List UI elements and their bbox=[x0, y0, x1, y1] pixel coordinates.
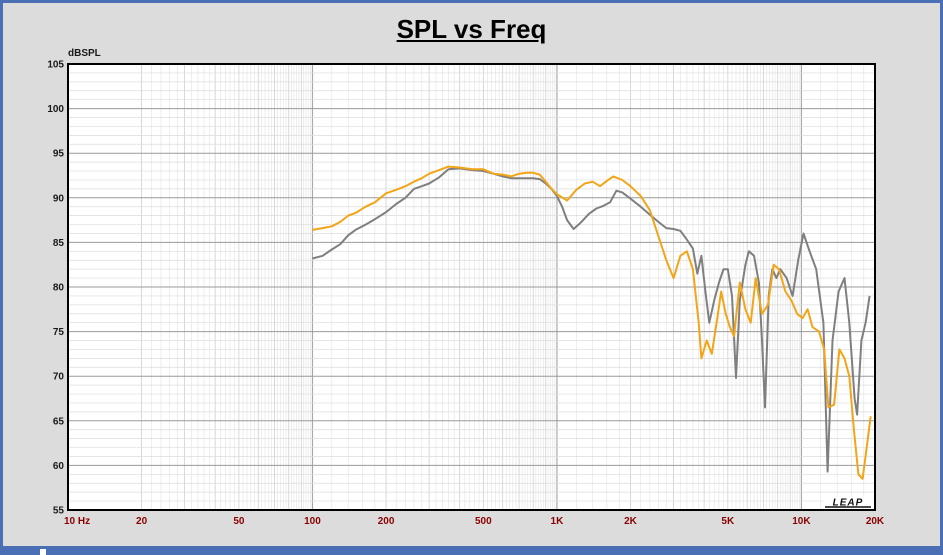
y-tick-label: 95 bbox=[53, 149, 65, 160]
y-tick-label: 75 bbox=[53, 327, 65, 338]
y-tick-label: 85 bbox=[53, 238, 65, 249]
y-tick-label: 100 bbox=[47, 104, 64, 115]
y-tick-label: 60 bbox=[53, 461, 65, 472]
x-tick-label: 50 bbox=[233, 516, 245, 527]
x-tick-label: 200 bbox=[378, 516, 395, 527]
y-tick-label: 90 bbox=[53, 193, 65, 204]
chart-title: SPL vs Freq bbox=[396, 14, 547, 44]
series-line-2 bbox=[312, 165, 872, 480]
leap-logo-bg bbox=[823, 497, 873, 508]
leap-logo: LEAP bbox=[833, 498, 864, 509]
frame-bottom-border bbox=[0, 549, 943, 555]
y-tick-label: 105 bbox=[47, 60, 64, 71]
x-tick-label: 100 bbox=[304, 516, 321, 527]
x-tick-label: 10 Hz bbox=[64, 516, 90, 527]
y-tick-label: 65 bbox=[53, 416, 65, 427]
x-tick-label: 2K bbox=[624, 516, 638, 527]
x-tick-label: 20K bbox=[866, 516, 885, 527]
plot-border bbox=[67, 63, 876, 511]
y-axis-label: dBSPL bbox=[68, 48, 101, 59]
y-tick-label: 70 bbox=[53, 372, 65, 383]
x-tick-label: 1K bbox=[551, 516, 565, 527]
x-tick-label: 20 bbox=[136, 516, 148, 527]
y-tick-label: 80 bbox=[53, 283, 65, 294]
series-line-1 bbox=[312, 167, 871, 473]
y-tick-label: 55 bbox=[53, 506, 65, 517]
frame-corner-notch bbox=[40, 549, 46, 555]
x-tick-label: 5K bbox=[721, 516, 735, 527]
x-tick-label: 500 bbox=[475, 516, 492, 527]
x-tick-label: 10K bbox=[792, 516, 811, 527]
